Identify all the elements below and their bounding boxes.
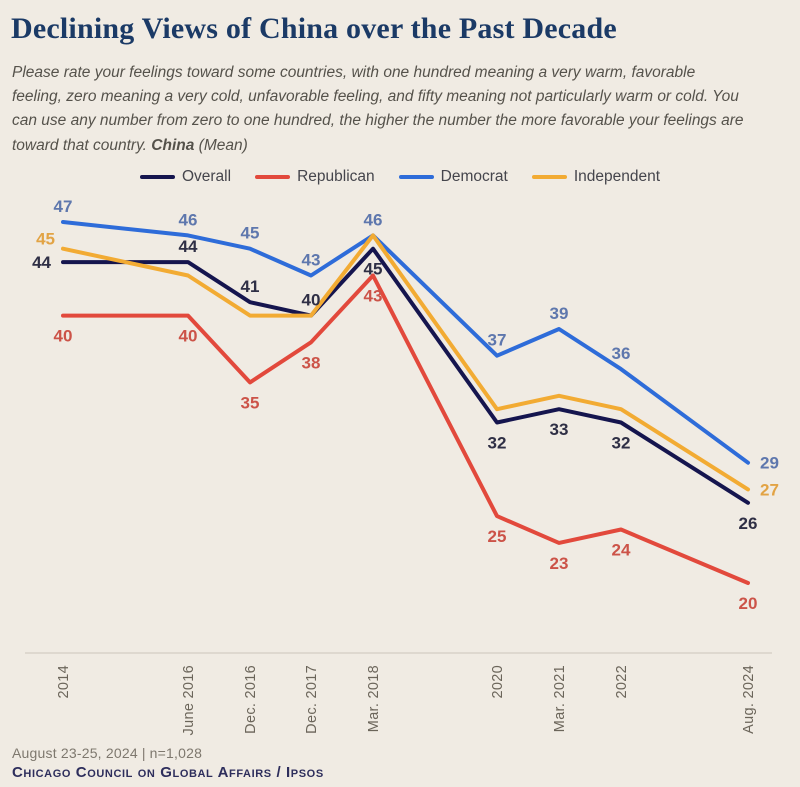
- legend-item-democrat: Democrat: [398, 168, 508, 186]
- source-attribution: Chicago Council on Global Affairs / Ipso…: [12, 764, 324, 781]
- x-axis-label: Aug. 2024: [741, 665, 757, 734]
- chart-footer: August 23-25, 2024 | n=1,028 Chicago Counc…: [12, 745, 324, 781]
- chart-legend: Overall Republican Democrat Independent: [0, 168, 800, 186]
- data-label-overall: 32: [488, 434, 507, 453]
- x-axis-label: 2014: [56, 665, 72, 698]
- data-label-republican: 40: [179, 327, 198, 346]
- data-label-democrat: 37: [488, 331, 507, 350]
- legend-label: Democrat: [440, 168, 508, 185]
- data-label-overall: 45: [364, 260, 383, 279]
- data-label-republican: 25: [488, 527, 507, 546]
- data-label-democrat: 29: [760, 454, 779, 473]
- data-label-democrat: 43: [302, 251, 321, 270]
- data-label-democrat: 39: [550, 304, 569, 323]
- x-axis-label: Mar. 2018: [366, 665, 382, 732]
- legend-item-republican: Republican: [255, 168, 375, 186]
- survey-question-text: Please rate your feelings toward some co…: [12, 61, 748, 158]
- data-label-overall: 26: [739, 514, 758, 533]
- line-chart: 44 44 41 40 45 32 33 32 26 40 40 35 38 43 25 23 24 20 47 46…: [25, 197, 779, 735]
- data-label-democrat: 45: [241, 224, 260, 243]
- data-label-overall: 32: [612, 434, 631, 453]
- data-label-overall: 33: [550, 420, 569, 439]
- legend-swatch-democrat: [398, 174, 434, 180]
- legend-swatch-republican: [255, 174, 291, 180]
- sample-size: n=1,028: [149, 745, 203, 761]
- x-axis-label: 2022: [614, 665, 630, 698]
- x-axis-label: Mar. 2021: [552, 665, 568, 732]
- x-axis-label: June 2016: [181, 665, 197, 735]
- survey-subject: China: [151, 136, 195, 154]
- meta-separator: |: [141, 745, 146, 761]
- x-axis-label: Dec. 2016: [243, 665, 259, 734]
- data-label-overall: 44: [179, 237, 198, 256]
- legend-swatch-independent: [531, 174, 567, 180]
- data-label-democrat: 46: [179, 210, 198, 229]
- data-label-republican: 40: [54, 327, 73, 346]
- legend-label: Overall: [181, 168, 232, 185]
- survey-metric: (Mean): [198, 136, 248, 154]
- data-label-overall: 44: [32, 253, 51, 272]
- legend-label: Independent: [573, 168, 661, 185]
- x-axis-label: 2020: [490, 665, 506, 698]
- survey-dates: August 23-25, 2024: [12, 745, 138, 761]
- data-label-republican: 38: [302, 353, 321, 372]
- survey-meta: August 23-25, 2024 | n=1,028: [12, 745, 324, 761]
- data-label-democrat: 36: [612, 344, 631, 363]
- data-label-overall: 41: [241, 277, 260, 296]
- data-label-democrat: 46: [364, 210, 383, 229]
- series-line-overall: [61, 246, 750, 505]
- data-label-independent: 45: [36, 230, 55, 249]
- x-axis-label: Dec. 2017: [304, 665, 320, 734]
- legend-item-overall: Overall: [139, 168, 232, 186]
- legend-swatch-overall: [139, 174, 175, 180]
- legend-label: Republican: [297, 168, 375, 185]
- survey-question-body: Please rate your feelings toward some co…: [12, 64, 744, 154]
- data-label-republican: 23: [550, 554, 569, 573]
- series-line-independent: [61, 233, 750, 492]
- series-line-republican: [61, 273, 750, 585]
- data-label-republican: 35: [241, 393, 260, 412]
- data-label-overall: 40: [302, 291, 321, 310]
- data-label-republican: 43: [364, 287, 383, 306]
- data-label-democrat: 47: [54, 197, 73, 216]
- legend-item-independent: Independent: [531, 168, 661, 186]
- page-title: Declining Views of China over the Past D…: [11, 12, 617, 45]
- data-label-independent: 27: [760, 480, 779, 499]
- data-label-republican: 20: [739, 594, 758, 613]
- data-label-republican: 24: [612, 541, 631, 560]
